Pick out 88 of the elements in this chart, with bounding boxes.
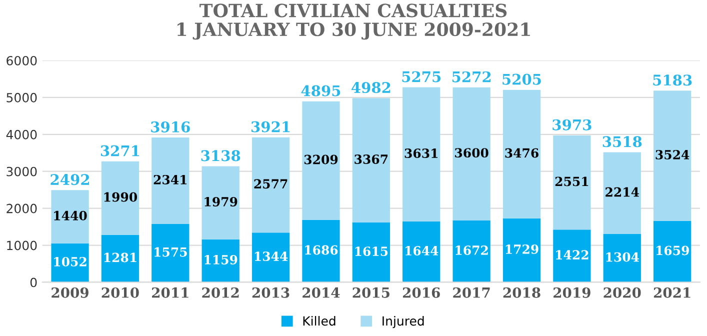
data-label: 1052 <box>54 256 86 266</box>
y-tick-label: 2000 <box>6 204 37 214</box>
bar <box>101 234 140 282</box>
total-label: 5275 <box>402 71 441 82</box>
x-tick-label: 2014 <box>302 287 340 298</box>
total-label: 3921 <box>252 121 290 132</box>
data-label: 1729 <box>506 244 538 254</box>
y-tick-label: 6000 <box>6 56 37 66</box>
bar <box>352 98 390 223</box>
bar <box>202 239 240 282</box>
y-tick-label: 5000 <box>6 92 37 102</box>
total-label: 3916 <box>151 121 190 132</box>
data-label: 3600 <box>455 148 488 158</box>
bar <box>452 87 490 220</box>
total-label: 3518 <box>602 136 642 148</box>
bar <box>302 220 340 282</box>
data-label: 3476 <box>505 148 538 158</box>
bar <box>202 166 240 240</box>
data-label: 1281 <box>104 252 136 262</box>
x-tick-label: 2016 <box>402 287 440 298</box>
x-tick-label: 2012 <box>202 287 239 298</box>
total-label: 5205 <box>502 74 541 85</box>
data-label: 1440 <box>54 210 87 220</box>
x-tick-label: 2009 <box>52 287 88 298</box>
bar <box>402 221 440 282</box>
data-label: 1686 <box>305 245 338 255</box>
y-tick-label: 0 <box>30 278 37 288</box>
x-tick-label: 2015 <box>352 287 390 298</box>
total-label: 4982 <box>351 82 390 94</box>
x-tick-label: 2013 <box>252 287 290 298</box>
x-tick-label: 2021 <box>654 287 690 298</box>
bar <box>252 137 290 233</box>
bar <box>452 220 490 282</box>
bar <box>252 232 290 282</box>
bar <box>603 152 641 234</box>
data-label: 2577 <box>254 179 288 189</box>
chart-title: TOTAL CIVILIAN CASUALTIES 1 JANUARY TO 30 JUNE 2009-2021 <box>178 4 530 40</box>
data-label: 3631 <box>404 148 438 158</box>
total-label: 5272 <box>452 71 491 82</box>
data-label: 1575 <box>154 247 187 257</box>
legend-label: Killed <box>303 316 336 326</box>
bar <box>51 190 89 244</box>
data-label: 3367 <box>354 154 388 164</box>
x-tick-label: 2011 <box>152 287 188 298</box>
x-tick-label: 2020 <box>604 287 641 298</box>
bar <box>101 161 140 235</box>
data-label: 1344 <box>254 252 288 262</box>
data-label: 1422 <box>556 250 588 260</box>
x-tick-label: 2018 <box>503 287 540 298</box>
total-label: 3138 <box>201 150 240 162</box>
bar <box>152 224 190 282</box>
y-tick-label: 1000 <box>7 240 37 250</box>
x-tick-label: 2010 <box>102 287 139 298</box>
legend-label: Injured <box>382 316 424 328</box>
data-label: 1615 <box>355 246 388 256</box>
bar <box>654 220 692 282</box>
data-label: 1990 <box>104 192 138 202</box>
total-label: 3973 <box>552 119 592 130</box>
bar <box>553 230 591 282</box>
x-tick-label: 2017 <box>453 287 490 298</box>
bar <box>402 87 440 222</box>
data-label: 2341 <box>154 174 187 184</box>
data-label: 3209 <box>304 154 338 164</box>
total-label: 5183 <box>653 74 692 86</box>
bar <box>502 218 541 282</box>
data-label: 2214 <box>606 187 640 197</box>
data-label: 1659 <box>656 246 689 256</box>
bar <box>302 101 340 220</box>
bar <box>51 243 89 282</box>
data-label: 2551 <box>555 176 588 186</box>
data-label: 1979 <box>204 197 238 206</box>
data-label: 1672 <box>456 246 488 255</box>
bar <box>654 90 692 221</box>
data-label: 3524 <box>656 150 690 160</box>
x-tick-label: 2019 <box>554 287 590 298</box>
bar <box>603 234 641 282</box>
bar <box>352 222 390 282</box>
data-label: 1304 <box>606 252 640 262</box>
data-label: 1159 <box>204 254 238 264</box>
total-label: 2492 <box>50 174 90 186</box>
bar <box>152 138 190 224</box>
y-tick-label: 3000 <box>6 166 37 176</box>
y-tick-label: 4000 <box>6 130 37 140</box>
data-label: 1644 <box>405 246 438 256</box>
bar <box>502 90 541 218</box>
bar <box>553 135 591 230</box>
total-label: 4895 <box>301 85 340 96</box>
total-label: 3271 <box>100 145 140 156</box>
